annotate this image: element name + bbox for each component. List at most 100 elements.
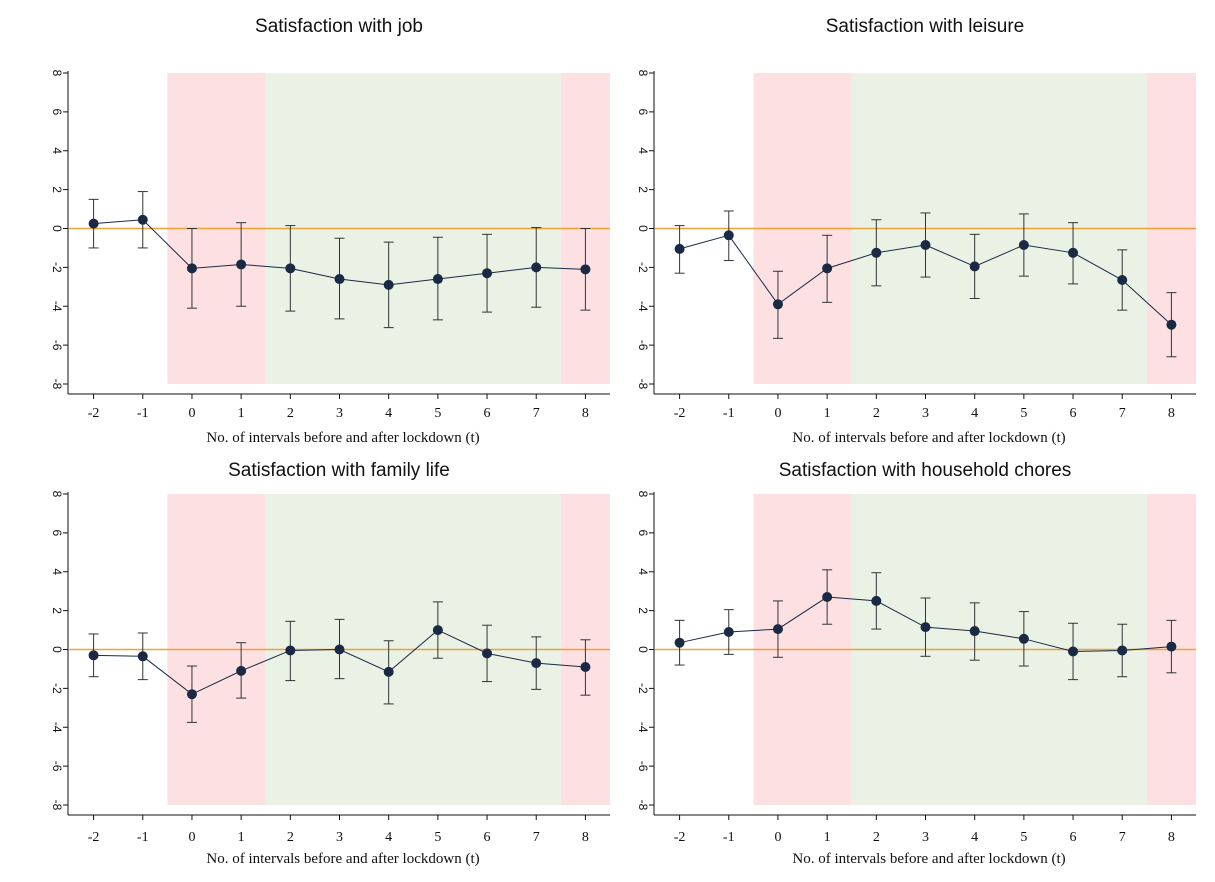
y-tick-label: 4 <box>50 568 64 575</box>
x-tick-label: 8 <box>1168 830 1175 845</box>
y-tick-label: 4 <box>636 147 650 154</box>
y-tick-label: -8 <box>636 800 650 811</box>
x-tick-label: 4 <box>385 406 392 421</box>
chart-panel-3: -8 -6 -4 -2 0 2 4 6 8 -2 -1 0 1 2 3 4 5 6 7 8 Satisfaction w… <box>50 460 610 867</box>
y-tick-label: 6 <box>50 530 64 537</box>
y-tick-label: -4 <box>50 301 64 312</box>
data-point <box>674 243 685 254</box>
y-tick-label: -6 <box>50 340 64 351</box>
x-axis-label: No. of intervals before and after lockdo… <box>206 430 479 446</box>
data-point <box>482 648 493 659</box>
x-tick-label: -1 <box>723 830 735 845</box>
y-tick-label: 2 <box>636 186 650 193</box>
data-point <box>432 274 443 285</box>
y-tick-label: -4 <box>636 722 650 733</box>
data-point <box>723 230 734 241</box>
chart-title: Satisfaction with family life <box>228 460 450 481</box>
x-tick-label: 7 <box>533 406 540 421</box>
x-axis-label: No. of intervals before and after lockdo… <box>792 851 1065 867</box>
data-point <box>580 264 591 275</box>
y-tick-label: -6 <box>636 761 650 772</box>
chart-title: Satisfaction with job <box>255 16 423 37</box>
y-tick-label: -6 <box>636 340 650 351</box>
data-point <box>969 261 980 272</box>
y-tick-label: -2 <box>636 262 650 273</box>
data-point <box>1166 319 1177 330</box>
data-point <box>137 651 148 662</box>
y-tick-label: 4 <box>636 568 650 575</box>
x-tick-label: 5 <box>434 406 441 421</box>
y-tick-label: -8 <box>636 379 650 390</box>
y-tick-label: 2 <box>636 607 650 614</box>
data-point <box>383 279 394 290</box>
data-point <box>236 259 247 270</box>
x-tick-label: 1 <box>824 830 831 845</box>
data-point <box>383 666 394 677</box>
y-tick-label: -6 <box>50 761 64 772</box>
x-tick-label: -1 <box>137 830 149 845</box>
data-point <box>920 622 931 633</box>
y-tick-label: -2 <box>636 683 650 694</box>
x-tick-label: 8 <box>582 830 589 845</box>
y-tick-label: -2 <box>50 262 64 273</box>
y-tick-label: -8 <box>50 379 64 390</box>
chart-title: Satisfaction with leisure <box>826 16 1025 37</box>
y-tick-label: 8 <box>50 70 64 77</box>
data-point <box>969 626 980 637</box>
y-tick-label: 8 <box>636 491 650 498</box>
x-tick-label: 3 <box>336 406 343 421</box>
x-tick-label: 2 <box>287 830 294 845</box>
data-point <box>1117 275 1128 286</box>
x-tick-label: 0 <box>774 830 781 845</box>
y-tick-label: 0 <box>636 225 650 232</box>
y-tick-label: 2 <box>50 607 64 614</box>
x-tick-label: 2 <box>873 830 880 845</box>
x-tick-label: 4 <box>971 830 978 845</box>
x-tick-label: 3 <box>336 830 343 845</box>
y-tick-label: 6 <box>50 109 64 116</box>
x-tick-label: 2 <box>873 406 880 421</box>
x-tick-label: -1 <box>137 406 149 421</box>
y-tick-label: 8 <box>636 70 650 77</box>
y-tick-label: -2 <box>50 683 64 694</box>
data-point <box>1018 240 1029 251</box>
data-point <box>723 627 734 638</box>
x-tick-label: 0 <box>188 830 195 845</box>
x-tick-label: 1 <box>824 406 831 421</box>
y-tick-label: -4 <box>50 722 64 733</box>
x-tick-label: 7 <box>533 830 540 845</box>
data-point <box>1068 646 1079 657</box>
data-point <box>531 658 542 669</box>
x-tick-label: 7 <box>1119 406 1126 421</box>
x-axis-label: No. of intervals before and after lockdo… <box>206 851 479 867</box>
data-point <box>334 274 345 285</box>
x-tick-label: 5 <box>1020 406 1027 421</box>
y-tick-label: 2 <box>50 186 64 193</box>
x-tick-label: 2 <box>287 406 294 421</box>
data-point <box>285 645 296 656</box>
y-tick-label: 0 <box>50 646 64 653</box>
x-tick-label: -2 <box>88 830 100 845</box>
x-tick-label: -2 <box>88 406 100 421</box>
x-tick-label: 3 <box>922 406 929 421</box>
y-tick-label: -4 <box>636 301 650 312</box>
x-tick-label: 6 <box>484 406 491 421</box>
x-tick-label: 4 <box>385 830 392 845</box>
data-point <box>772 299 783 310</box>
x-tick-label: 6 <box>484 830 491 845</box>
data-point <box>186 689 197 700</box>
x-tick-label: 4 <box>971 406 978 421</box>
y-tick-label: 4 <box>50 147 64 154</box>
y-tick-label: -8 <box>50 800 64 811</box>
x-tick-label: 1 <box>238 830 245 845</box>
data-point <box>772 624 783 635</box>
chart-panel-2: -8 -6 -4 -2 0 2 4 6 8 -2 -1 0 1 2 3 4 5 6 7 8 Satisfaction w… <box>636 16 1196 446</box>
x-tick-label: -2 <box>674 406 686 421</box>
chart-panel-1: -8 -6 -4 -2 0 2 4 6 8 -2 -1 0 1 2 3 4 5 6 7 8 Satisfaction w… <box>50 16 610 446</box>
x-tick-label: 6 <box>1070 830 1077 845</box>
data-point <box>432 625 443 636</box>
data-point <box>822 592 833 603</box>
data-point <box>871 247 882 258</box>
x-tick-label: 8 <box>582 406 589 421</box>
